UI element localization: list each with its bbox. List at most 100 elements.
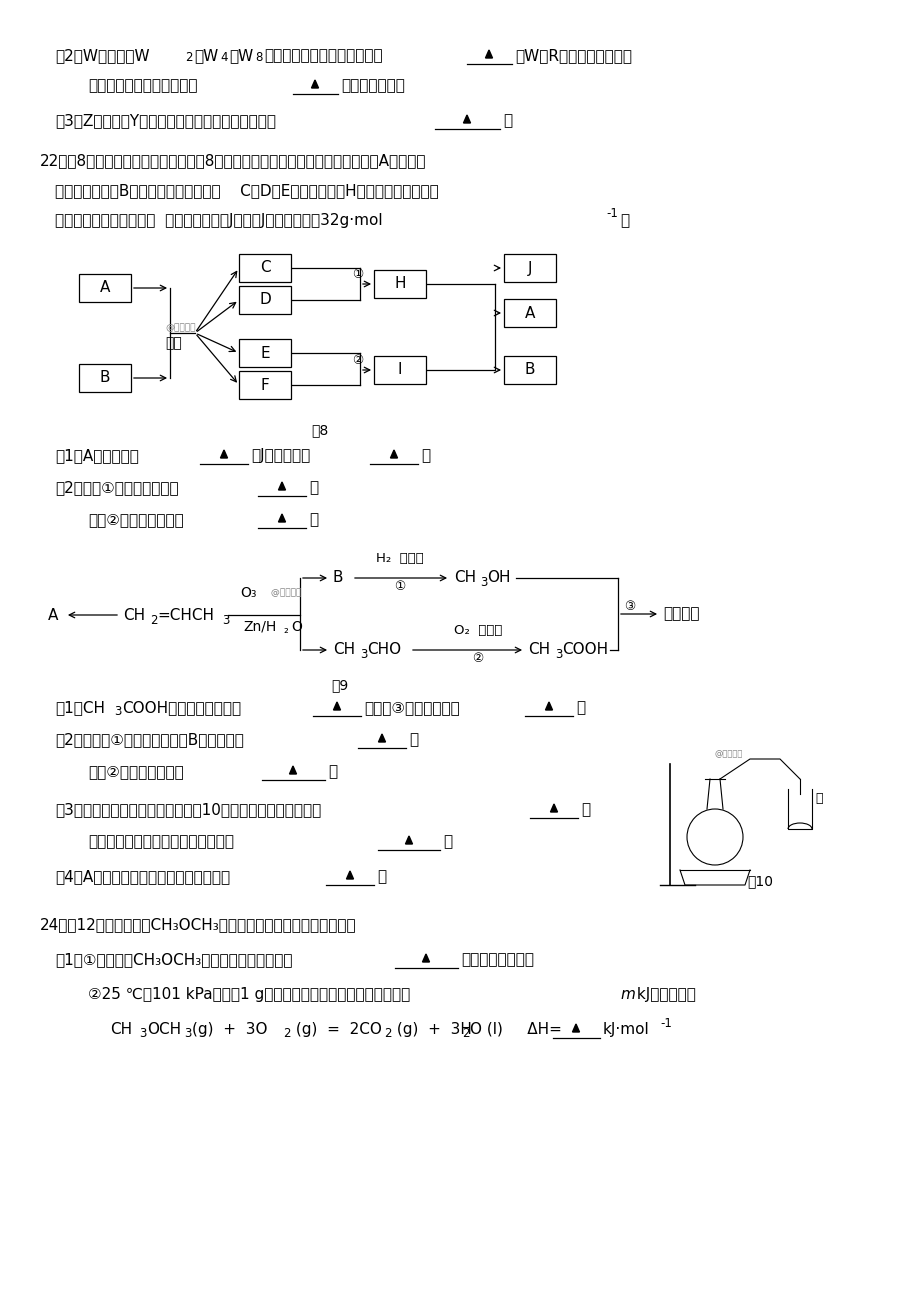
Text: 图8: 图8 [311, 423, 328, 437]
Bar [239, 286, 290, 314]
Text: ②: ② [352, 354, 363, 367]
Text: COOH: COOH [562, 642, 607, 658]
Text: @正确教育: @正确教育 [165, 323, 196, 332]
Bar [79, 365, 130, 392]
Text: CH: CH [453, 570, 476, 586]
Bar [504, 254, 555, 283]
Text: (g)  +  3H: (g) + 3H [391, 1022, 471, 1036]
Polygon shape [312, 79, 318, 89]
Text: @正确教育: @正确教育 [267, 589, 301, 598]
Text: （2）反应①的化学方程式是: （2）反应①的化学方程式是 [55, 480, 178, 495]
Text: 8: 8 [255, 51, 262, 64]
Text: ①: ① [394, 579, 405, 592]
Text: 2: 2 [185, 51, 192, 64]
Polygon shape [485, 49, 492, 59]
Text: （1）A的电子式是: （1）A的电子式是 [55, 448, 139, 464]
Bar [504, 299, 555, 327]
Text: CH: CH [123, 608, 145, 622]
Text: 3: 3 [221, 613, 229, 626]
Text: 、W: 、W [194, 48, 218, 62]
Text: COOH中官能团的名称是: COOH中官能团的名称是 [122, 700, 241, 715]
Text: m: m [619, 987, 634, 1003]
Text: J: J [528, 260, 532, 276]
Text: ，J的化学式是: ，J的化学式是 [251, 448, 310, 464]
Text: ₂: ₂ [283, 622, 288, 635]
Bar [239, 339, 290, 367]
Text: 3: 3 [359, 648, 367, 661]
Text: -1: -1 [659, 1017, 671, 1030]
Text: （2）W的单质有W: （2）W的单质有W [55, 48, 150, 62]
Text: 3: 3 [114, 704, 121, 717]
Text: ；: ； [309, 480, 318, 495]
Text: 。: 。 [575, 700, 584, 715]
Text: （写化学式）。: （写化学式）。 [341, 78, 404, 92]
Text: 2: 2 [150, 613, 157, 626]
Text: B: B [333, 570, 343, 586]
Text: 色石蕊试纸变蓝的气体，  且其元素组成与J相同，J的摩尔质量是32g·mol: 色石蕊试纸变蓝的气体， 且其元素组成与J相同，J的摩尔质量是32g·mol [55, 214, 382, 228]
Text: 图9: 图9 [331, 678, 348, 691]
Text: ③: ③ [624, 600, 635, 613]
Text: 、W: 、W [229, 48, 253, 62]
Bar [374, 270, 425, 298]
Text: 电解: 电解 [165, 336, 182, 350]
Text: 等，其熔化时克服的作用力为: 等，其熔化时克服的作用力为 [264, 48, 382, 62]
Text: 。: 。 [619, 214, 629, 228]
Text: ②25 ℃、101 kPa时，若1 g二甲醚气体完全燃烧生成液态水放出: ②25 ℃、101 kPa时，若1 g二甲醚气体完全燃烧生成液态水放出 [88, 987, 410, 1003]
Text: -1: -1 [606, 207, 618, 220]
Text: 反应②的化学方程式为: 反应②的化学方程式为 [88, 764, 184, 779]
Polygon shape [289, 766, 296, 773]
Text: 。: 。 [328, 764, 336, 779]
Text: ②: ② [471, 651, 483, 664]
Polygon shape [405, 836, 412, 844]
Text: I: I [397, 362, 402, 378]
Text: 2: 2 [383, 1027, 391, 1040]
Text: 2: 2 [461, 1027, 469, 1040]
Polygon shape [550, 805, 557, 812]
Text: 。: 。 [377, 868, 386, 884]
Text: （4）A是一种高分子材料，其结构简式为: （4）A是一种高分子材料，其结构简式为 [55, 868, 230, 884]
Text: CHO: CHO [367, 642, 401, 658]
Text: (g)  =  2CO: (g) = 2CO [290, 1022, 381, 1036]
Text: 。: 。 [443, 835, 451, 849]
Text: CH: CH [110, 1022, 132, 1036]
Text: 3: 3 [480, 577, 487, 590]
Text: OH: OH [486, 570, 510, 586]
Polygon shape [346, 871, 353, 879]
Text: O: O [290, 620, 301, 634]
Text: 2: 2 [283, 1027, 290, 1040]
Text: A: A [524, 306, 535, 320]
Polygon shape [221, 450, 227, 458]
Polygon shape [463, 115, 470, 122]
Text: O₂  催化剂: O₂ 催化剂 [453, 624, 502, 637]
Text: O (l)     ΔH=: O (l) ΔH= [470, 1022, 562, 1036]
Bar [239, 371, 290, 398]
Text: （2）若反应①为加成反应，则B的化学式为: （2）若反应①为加成反应，则B的化学式为 [55, 732, 244, 747]
Text: 。: 。 [409, 732, 417, 747]
Text: kJ·mol: kJ·mol [602, 1022, 649, 1036]
Text: （1）CH: （1）CH [55, 700, 105, 715]
Text: OCH: OCH [147, 1022, 181, 1036]
Polygon shape [378, 734, 385, 742]
Text: D: D [259, 293, 270, 307]
Text: 应的水化物的酸性较强的是: 应的水化物的酸性较强的是 [88, 78, 198, 92]
Bar [239, 254, 290, 283]
Text: ，: ， [581, 802, 589, 816]
Text: （3）Z的单质与Y的简单氢化物反应的化学方程式为: （3）Z的单质与Y的简单氢化物反应的化学方程式为 [55, 113, 276, 128]
Text: F: F [260, 378, 269, 392]
Text: C: C [259, 260, 270, 276]
Text: B: B [524, 362, 535, 378]
Text: ①: ① [352, 268, 363, 281]
Polygon shape [278, 482, 285, 490]
Text: 。: 。 [421, 448, 430, 464]
Text: 。W与R的最高价氧化物对: 。W与R的最高价氧化物对 [515, 48, 631, 62]
Bar [504, 355, 555, 384]
Text: （3）制取乙酸甲酯的实验装置如图10所示，甲试管中的试剂是: （3）制取乙酸甲酯的实验装置如图10所示，甲试管中的试剂是 [55, 802, 321, 816]
Text: Zn/H: Zn/H [243, 620, 276, 634]
Text: ，反应③的反应类型是: ，反应③的反应类型是 [364, 700, 460, 715]
Polygon shape [422, 954, 429, 962]
Text: 含量最多的盐，B是最常见的无色液体，    C、D、E是气体单质。H是一种能使湿润的红: 含量最多的盐，B是最常见的无色液体， C、D、E是气体单质。H是一种能使湿润的红 [55, 184, 438, 198]
Bar [374, 355, 425, 384]
Text: 。: 。 [503, 113, 512, 128]
Text: （写结构简式）。: （写结构简式）。 [460, 952, 533, 967]
Text: A: A [99, 280, 110, 296]
